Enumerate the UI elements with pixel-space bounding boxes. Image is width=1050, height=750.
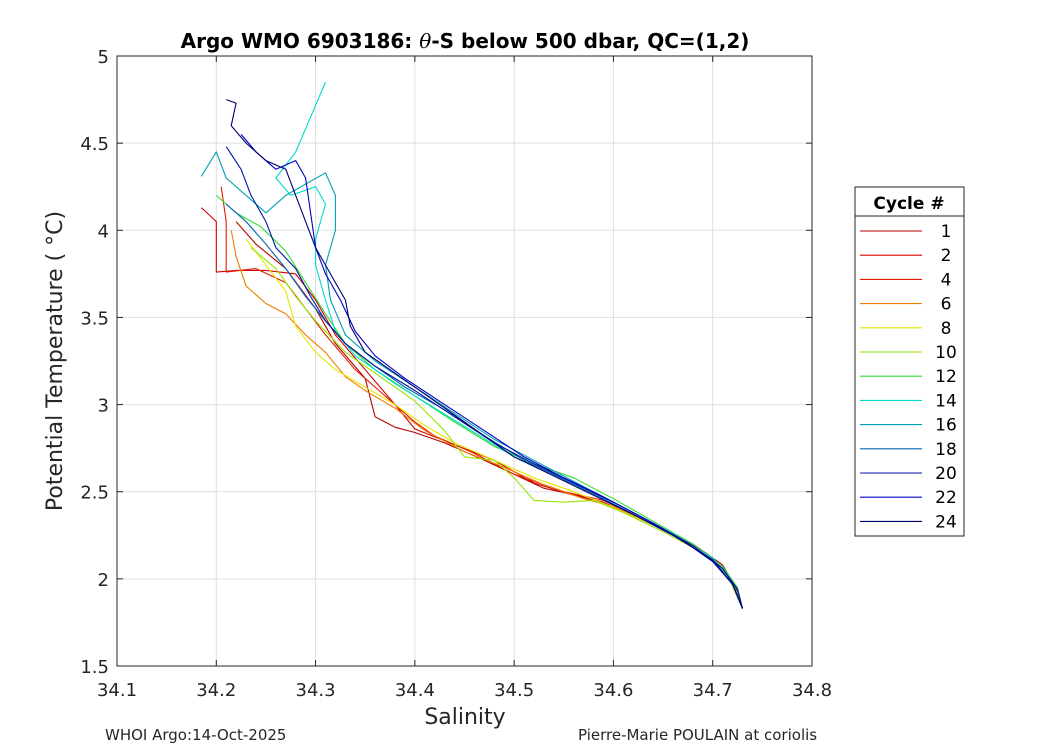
series-line-cycle-14: [275, 81, 744, 609]
legend-label-cycle-24: 24: [935, 512, 957, 532]
x-tick-label: 34.1: [97, 680, 137, 701]
legend-label-cycle-2: 2: [941, 246, 952, 266]
series-line-cycle-8: [245, 238, 744, 609]
y-tick-label: 1.5: [80, 657, 109, 678]
footer-credit-date: WHOI Argo:14-Oct-2025: [105, 726, 287, 744]
grid: [117, 56, 812, 666]
y-tick-label: 3: [98, 396, 109, 417]
y-tick-label: 2.5: [80, 483, 109, 504]
series-line-cycle-24: [226, 99, 744, 609]
x-tick-label: 34.4: [395, 680, 435, 701]
series-line-cycle-4: [220, 186, 744, 609]
legend-label-cycle-1: 1: [941, 222, 952, 242]
legend-label-cycle-20: 20: [935, 464, 957, 484]
legend-label-cycle-12: 12: [935, 367, 957, 387]
footer-author: Pierre-Marie POULAIN at coriolis: [578, 726, 818, 744]
series-line-cycle-22: [240, 134, 744, 609]
series-line-cycle-1: [235, 221, 744, 609]
series-line-cycle-18: [225, 203, 744, 609]
x-tick-label: 34.2: [196, 680, 236, 701]
legend-label-cycle-22: 22: [935, 488, 957, 508]
x-tick-label: 34.5: [494, 680, 534, 701]
y-tick-label: 5: [98, 47, 109, 68]
x-tick-label: 34.8: [792, 680, 832, 701]
legend-label-cycle-18: 18: [935, 440, 957, 460]
x-tick-label: 34.3: [296, 680, 336, 701]
chart-title-theta: θ: [419, 29, 431, 53]
legend-label-cycle-4: 4: [941, 270, 952, 290]
legend-label-cycle-6: 6: [941, 295, 952, 315]
chart-title-suffix: -S below 500 dbar, QC=(1,2): [431, 29, 749, 53]
legend-label-cycle-16: 16: [935, 416, 957, 436]
x-axis-label: Salinity: [424, 705, 505, 730]
plot-area-frame: [116, 55, 813, 667]
y-tick-label: 4.5: [80, 134, 109, 155]
x-tick-label: 34.6: [593, 680, 633, 701]
series-line-cycle-2: [201, 207, 744, 609]
series-line-cycle-16: [200, 151, 744, 609]
series-line-cycle-10: [250, 247, 744, 609]
series-lines: [200, 81, 744, 609]
y-tick-label: 2: [98, 570, 109, 591]
chart-title: Argo WMO 6903186: θ-S below 500 dbar, QC…: [181, 29, 750, 53]
y-tick-label: 3.5: [80, 308, 109, 329]
legend-box: [854, 186, 965, 537]
y-tick-label: 4: [98, 221, 109, 242]
x-tick-label: 34.7: [693, 680, 733, 701]
legend-label-cycle-14: 14: [935, 391, 957, 411]
legend-label-cycle-8: 8: [941, 319, 952, 339]
legend-label-cycle-10: 10: [935, 343, 957, 363]
chart-title-prefix: Argo WMO 6903186:: [181, 29, 420, 53]
axis-ticks: 34.1 34.2 34.3 34.4 34.5 34.6 34.7 34.81.522.53…: [80, 47, 832, 701]
series-line-cycle-12: [215, 194, 744, 609]
y-axis-label: Potential Temperature ( °C): [43, 211, 68, 511]
legend-title: Cycle #: [873, 194, 944, 214]
